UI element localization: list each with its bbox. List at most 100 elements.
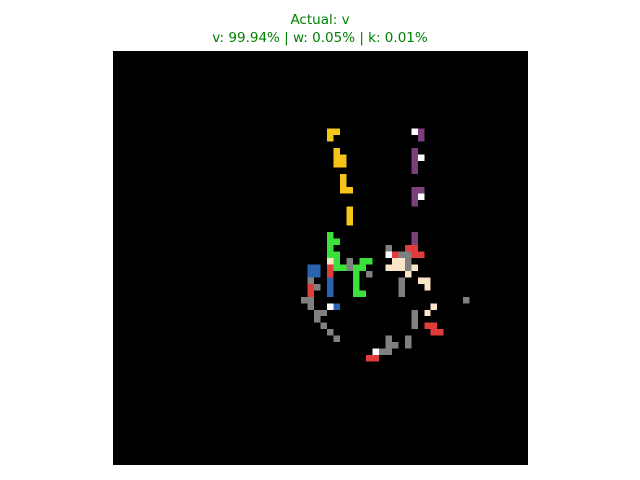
pixel <box>417 193 425 200</box>
pixel <box>411 154 418 161</box>
pixel <box>307 277 315 284</box>
pixel <box>346 264 353 271</box>
pixel <box>307 270 315 278</box>
pixel <box>326 128 334 136</box>
pixel <box>314 309 321 317</box>
pixel <box>424 309 431 317</box>
pixel <box>463 296 470 304</box>
pixel <box>404 245 412 252</box>
pixel <box>333 251 340 258</box>
pixel <box>417 128 425 136</box>
pixel <box>430 322 438 330</box>
pixel <box>326 251 334 258</box>
pixel <box>326 135 334 142</box>
pixel <box>326 303 334 310</box>
pixel <box>359 264 366 271</box>
pixel <box>385 264 392 271</box>
pixel <box>430 303 438 310</box>
pixel <box>326 264 334 271</box>
pixel <box>326 232 334 239</box>
pixel <box>411 264 418 271</box>
pixel <box>424 283 431 291</box>
pixel <box>346 186 353 194</box>
pixel <box>301 296 308 304</box>
pixel <box>398 277 405 284</box>
pixel <box>411 128 418 136</box>
pixel <box>391 342 399 349</box>
pixel <box>378 348 386 356</box>
pixel <box>314 264 321 271</box>
pixel <box>346 206 353 213</box>
pixel <box>352 270 360 278</box>
pixel <box>339 160 347 168</box>
pixel <box>339 154 347 161</box>
pixel <box>398 258 405 265</box>
pixel <box>359 290 366 297</box>
pixel <box>359 258 366 265</box>
pixel <box>365 258 373 265</box>
pixel <box>411 309 418 317</box>
pixel <box>314 316 321 323</box>
pixel <box>411 245 418 252</box>
pixel <box>404 270 412 278</box>
pixel <box>417 277 425 284</box>
pixel <box>411 193 418 200</box>
pixel <box>411 232 418 239</box>
pixel <box>365 270 373 278</box>
pixel <box>352 264 360 271</box>
pixel <box>398 251 405 258</box>
pixel <box>307 283 315 291</box>
pixel <box>391 258 399 265</box>
pixel <box>326 238 334 246</box>
pixel <box>307 264 315 271</box>
pixel <box>333 128 340 136</box>
pixel <box>411 322 418 330</box>
title-probabilities: v: 99.94% | w: 0.05% | k: 0.01% <box>212 30 428 46</box>
pixel <box>326 290 334 297</box>
pixel <box>333 335 340 343</box>
pixel <box>365 355 373 362</box>
image-background <box>113 51 528 465</box>
pixel <box>411 167 418 174</box>
pixel <box>326 258 334 265</box>
pixel <box>385 342 392 349</box>
pixel <box>411 251 418 258</box>
pixel <box>346 219 353 226</box>
pixel <box>333 154 340 161</box>
pixel <box>307 303 315 310</box>
pixel <box>372 355 379 362</box>
pixel <box>352 290 360 297</box>
pixel <box>398 283 405 291</box>
pixel <box>417 135 425 142</box>
pixel <box>307 296 315 304</box>
pixel <box>417 154 425 161</box>
pixel <box>411 238 418 246</box>
pixel <box>411 160 418 168</box>
pixel <box>314 283 321 291</box>
pixel <box>333 160 340 168</box>
pixel <box>307 290 315 297</box>
pixel <box>437 329 444 336</box>
pixel <box>411 148 418 155</box>
title-actual: Actual: v <box>290 12 350 28</box>
pixel <box>430 329 438 336</box>
pixel <box>333 303 340 310</box>
pixel <box>404 342 412 349</box>
pixel <box>333 148 340 155</box>
pixel <box>333 264 340 271</box>
pixel <box>326 245 334 252</box>
pixel <box>326 277 334 284</box>
pixel <box>314 270 321 278</box>
pixel <box>404 264 412 271</box>
pixel <box>404 258 412 265</box>
pixel <box>385 251 392 258</box>
pixel <box>352 277 360 284</box>
pixel <box>339 264 347 271</box>
pixel <box>391 264 399 271</box>
pixel <box>346 258 353 265</box>
pixel <box>320 309 327 317</box>
pixel <box>352 283 360 291</box>
pixel <box>398 264 405 271</box>
pixel <box>391 251 399 258</box>
